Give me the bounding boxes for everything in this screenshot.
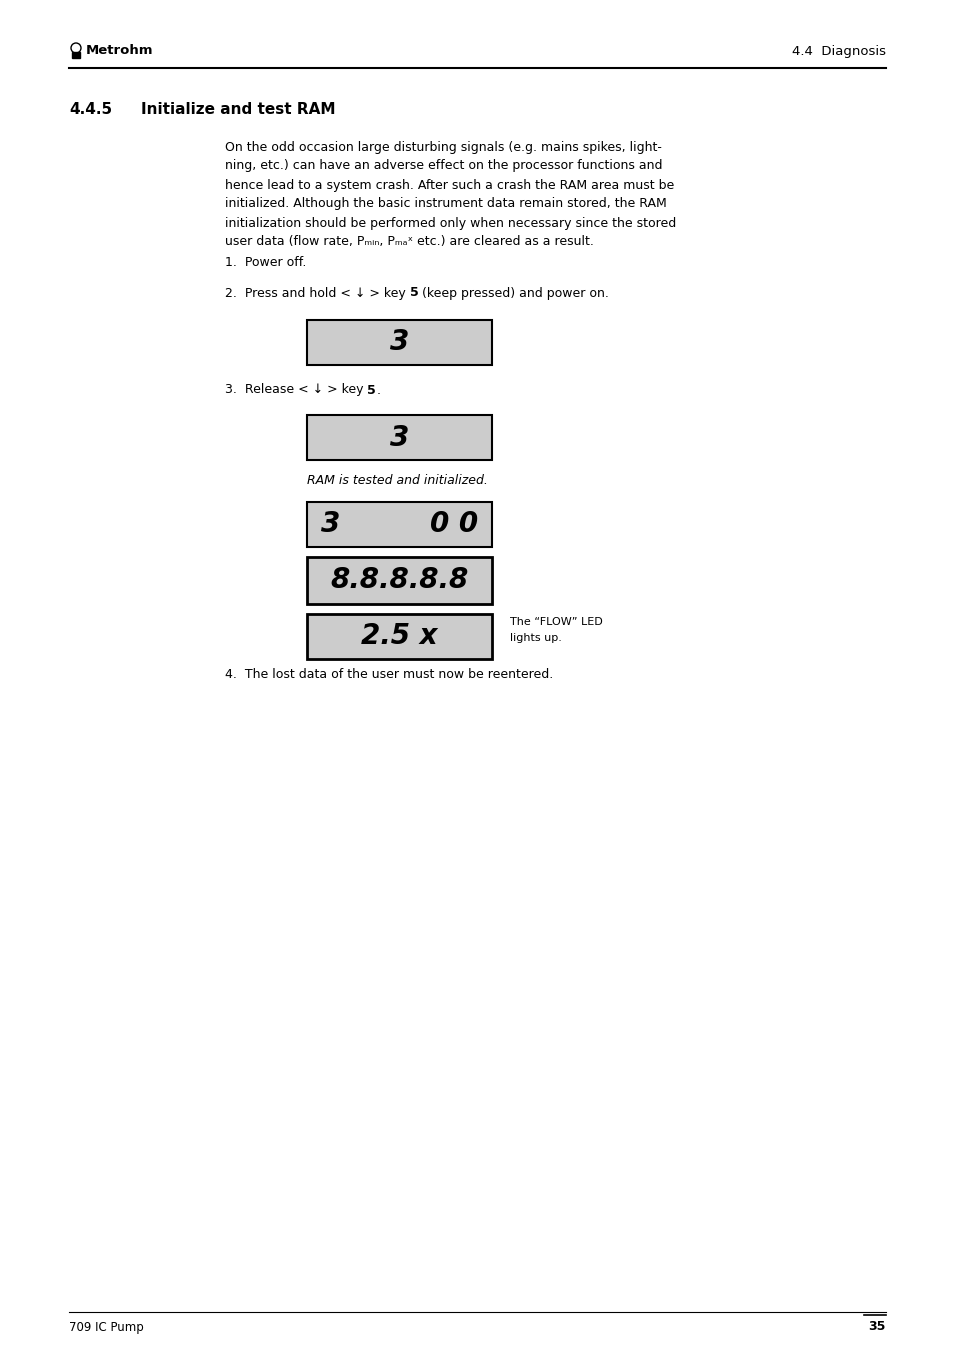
Text: 3: 3 [390, 328, 409, 357]
Text: ning, etc.) can have an adverse effect on the processor functions and: ning, etc.) can have an adverse effect o… [225, 159, 661, 173]
Text: 3.  Release < ↓ > key: 3. Release < ↓ > key [225, 384, 367, 396]
Text: 709 IC Pump: 709 IC Pump [69, 1320, 144, 1333]
Text: 5: 5 [367, 384, 375, 396]
Text: 3: 3 [390, 423, 409, 451]
Text: .: . [375, 384, 380, 396]
Text: 5: 5 [410, 286, 418, 300]
Text: Metrohm: Metrohm [86, 45, 153, 58]
Text: On the odd occasion large disturbing signals (e.g. mains spikes, light-: On the odd occasion large disturbing sig… [225, 141, 661, 154]
Text: initialization should be performed only when necessary since the stored: initialization should be performed only … [225, 216, 676, 230]
Bar [307, 320, 492, 365]
Text: (keep pressed) and power on.: (keep pressed) and power on. [418, 286, 609, 300]
Bar [71, 51, 80, 58]
Text: 2.5 x: 2.5 x [361, 623, 437, 650]
Text: Initialize and test RAM: Initialize and test RAM [141, 101, 335, 118]
Text: 8.8.8.8.8: 8.8.8.8.8 [330, 566, 468, 594]
Text: 4.4  Diagnosis: 4.4 Diagnosis [791, 45, 885, 58]
Text: RAM is tested and initialized.: RAM is tested and initialized. [307, 473, 487, 486]
Text: The “FLOW” LED: The “FLOW” LED [510, 617, 602, 627]
Text: 0 0: 0 0 [430, 511, 477, 539]
Text: hence lead to a system crash. After such a crash the RAM area must be: hence lead to a system crash. After such… [225, 178, 674, 192]
Text: 4.  The lost data of the user must now be reentered.: 4. The lost data of the user must now be… [225, 669, 553, 681]
Text: 3: 3 [320, 511, 340, 539]
Text: user data (flow rate, Pₘᵢₙ, Pₘₐˣ etc.) are cleared as a result.: user data (flow rate, Pₘᵢₙ, Pₘₐˣ etc.) a… [225, 235, 594, 249]
Text: 35: 35 [868, 1320, 885, 1333]
Bar [307, 557, 492, 604]
Text: initialized. Although the basic instrument data remain stored, the RAM: initialized. Although the basic instrume… [225, 197, 666, 211]
Text: 1.  Power off.: 1. Power off. [225, 257, 306, 269]
Text: 4.4.5: 4.4.5 [69, 101, 112, 118]
Text: lights up.: lights up. [510, 634, 561, 643]
Bar [307, 613, 492, 659]
Bar [307, 415, 492, 459]
Bar [307, 503, 492, 547]
Text: 2.  Press and hold < ↓ > key: 2. Press and hold < ↓ > key [225, 286, 410, 300]
